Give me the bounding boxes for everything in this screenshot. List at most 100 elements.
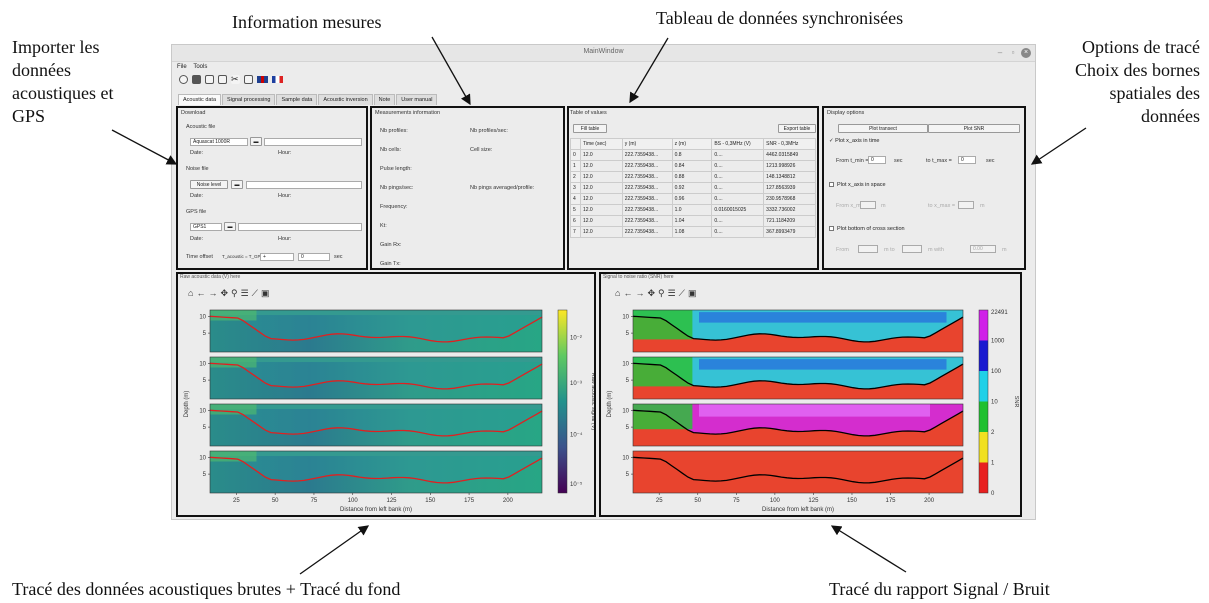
back-icon[interactable]: ←	[623, 288, 633, 298]
table-cell[interactable]: 1.0	[671, 204, 713, 216]
subplots-icon[interactable]: ☰	[240, 288, 249, 298]
tab-sample-data[interactable]: Sample data	[276, 94, 318, 105]
table-cell[interactable]: 0....	[711, 226, 765, 238]
table-cell[interactable]: 12.0	[579, 171, 623, 183]
plot-transect-button[interactable]: Plot transect	[838, 124, 928, 133]
table-cell[interactable]: 0....	[711, 171, 765, 183]
french-flag-icon[interactable]	[272, 76, 283, 83]
table-cell[interactable]: 222.7359438...	[621, 193, 673, 205]
cut-icon[interactable]: ✂	[231, 74, 240, 84]
zoom-icon[interactable]: ⚲	[657, 288, 665, 298]
pan-icon[interactable]: ✥	[220, 288, 228, 298]
x-axis-time-checkbox[interactable]: ✓ Plot x_axis in time	[829, 138, 880, 144]
table-cell[interactable]: 127.8563939	[763, 182, 816, 194]
raw-data-figure[interactable]: 10 5 10 5 10 5 10 5 25 50 75 100 125 150 175 200 Distanc…	[178, 300, 594, 516]
bottom-to-input[interactable]	[902, 245, 922, 253]
table-cell[interactable]: 230.9578968	[763, 193, 816, 205]
xmin-input[interactable]	[860, 201, 876, 209]
table-cell[interactable]: 12.0	[579, 193, 623, 205]
close-icon[interactable]: ×	[1021, 48, 1031, 58]
table-cell[interactable]: 0	[570, 149, 581, 161]
table-cell[interactable]: 3332.736002	[763, 204, 816, 216]
english-flag-icon[interactable]	[257, 76, 268, 83]
table-cell[interactable]: 367.8993479	[763, 226, 816, 238]
acoustic-open-folder-button[interactable]: ▬	[250, 137, 262, 146]
table-cell[interactable]: 1.08	[671, 226, 713, 238]
table-cell[interactable]: 5	[570, 204, 581, 216]
menu-file[interactable]: File	[177, 64, 187, 70]
table-cell[interactable]: 12.0	[579, 160, 623, 172]
time-offset-input[interactable]: 0	[298, 253, 330, 261]
table-row[interactable]: 2 12.0 222.7359438... 0.88 0.... 148.1348812	[570, 171, 816, 183]
noise-open-folder-button[interactable]: ▬	[231, 180, 243, 189]
noise-file-path[interactable]	[246, 181, 362, 189]
tab-note[interactable]: Note	[373, 94, 396, 105]
table-row[interactable]: 0 12.0 222.7359438... 0.8 0.... 4462.0315849	[570, 149, 816, 161]
maximize-icon[interactable]: ▫	[1011, 48, 1015, 57]
table-cell[interactable]: 2	[570, 171, 581, 183]
table-cell[interactable]: 1.04	[671, 215, 713, 227]
minimize-icon[interactable]: –	[997, 48, 1003, 57]
table-row[interactable]: 4 12.0 222.7359438... 0.96 0.... 230.9578968	[570, 193, 816, 205]
bottom-from-input[interactable]	[858, 245, 878, 253]
table-cell[interactable]: 222.7359438...	[621, 226, 673, 238]
home-icon[interactable]: ⌂	[188, 288, 194, 298]
xmax-input[interactable]	[958, 201, 974, 209]
bottom-width-input[interactable]: 0.00	[970, 245, 996, 253]
table-row[interactable]: 1 12.0 222.7359438... 0.84 0.... 1213.998926	[570, 160, 816, 172]
acoustic-instrument-select[interactable]: Aquascat 1000R	[190, 138, 248, 146]
table-cell[interactable]: 0.8	[671, 149, 713, 161]
table-cell[interactable]: 148.1348812	[763, 171, 816, 183]
plot-snr-button[interactable]: Plot SNR	[928, 124, 1020, 133]
table-cell[interactable]: 0....	[711, 160, 765, 172]
table-cell[interactable]: 222.7359438...	[621, 149, 673, 161]
table-cell[interactable]: 1213.998926	[763, 160, 816, 172]
gps-select[interactable]: GPS1	[190, 223, 222, 231]
axes-icon[interactable]: ⟋	[251, 288, 258, 298]
back-icon[interactable]: ←	[196, 288, 206, 298]
table-cell[interactable]: 0.84	[671, 160, 713, 172]
table-cell[interactable]: 0....	[711, 149, 765, 161]
table-cell[interactable]: 6	[570, 215, 581, 227]
paste-icon[interactable]	[244, 75, 253, 84]
new-icon[interactable]	[179, 75, 188, 84]
table-cell[interactable]: 12.0	[579, 182, 623, 194]
table-cell[interactable]: 0....	[711, 182, 765, 194]
save-icon[interactable]	[205, 75, 214, 84]
copy-icon[interactable]	[218, 75, 227, 84]
table-cell[interactable]: 222.7359438...	[621, 215, 673, 227]
forward-icon[interactable]: →	[208, 288, 218, 298]
values-table[interactable]: Time (sec) y (m) z (m) BS - 0,3MHz (V) S…	[570, 138, 816, 238]
tab-acoustic-data[interactable]: Acoustic data	[178, 94, 222, 105]
bottom-checkbox[interactable]: Plot bottom of cross section	[829, 226, 905, 232]
table-cell[interactable]: 1	[570, 160, 581, 172]
table-cell[interactable]: 12.0	[579, 226, 623, 238]
table-cell[interactable]: 0.88	[671, 171, 713, 183]
table-cell[interactable]: 7	[570, 226, 581, 238]
x-axis-space-checkbox[interactable]: Plot x_axis in space	[829, 182, 886, 188]
tab-user-manual[interactable]: User manual	[396, 94, 438, 105]
table-cell[interactable]: 0.92	[671, 182, 713, 194]
table-cell[interactable]: 0.0160015025	[711, 204, 765, 216]
axes-icon[interactable]: ⟋	[678, 288, 685, 298]
zoom-icon[interactable]: ⚲	[230, 288, 238, 298]
subplots-icon[interactable]: ☰	[667, 288, 676, 298]
table-cell[interactable]: 12.0	[579, 204, 623, 216]
tab-acoustic-inversion[interactable]: Acoustic inversion	[318, 94, 373, 105]
fill-table-button[interactable]: Fill table	[573, 124, 607, 133]
table-cell[interactable]: 4462.0315849	[763, 149, 816, 161]
time-offset-sign-select[interactable]: +	[260, 253, 294, 261]
table-row[interactable]: 5 12.0 222.7359438... 1.0 0.0160015025 3332.7…	[570, 204, 816, 216]
table-row[interactable]: 3 12.0 222.7359438... 0.92 0.... 127.8563939	[570, 182, 816, 194]
table-cell[interactable]: 222.7359438...	[621, 171, 673, 183]
export-table-button[interactable]: Export table	[778, 124, 816, 133]
table-cell[interactable]: 12.0	[579, 215, 623, 227]
home-icon[interactable]: ⌂	[615, 288, 621, 298]
table-row[interactable]: 6 12.0 222.7359438... 1.04 0.... 721.1184209	[570, 215, 816, 227]
table-cell[interactable]: 0....	[711, 193, 765, 205]
tmin-input[interactable]: 0	[868, 156, 886, 164]
table-row[interactable]: 7 12.0 222.7359438... 1.08 0.... 367.8993479	[570, 226, 816, 238]
table-cell[interactable]: 0.96	[671, 193, 713, 205]
pan-icon[interactable]: ✥	[647, 288, 655, 298]
